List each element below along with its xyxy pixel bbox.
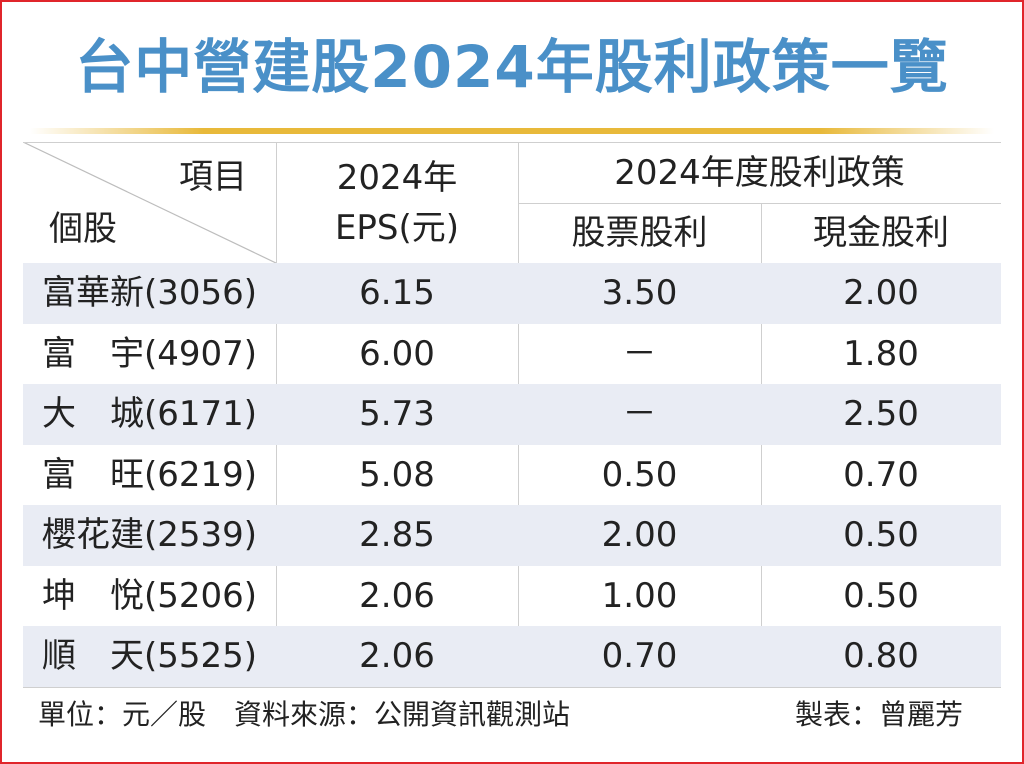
header-item-label: 項目 <box>179 157 247 197</box>
cash-dividend-cell: 0.50 <box>843 575 919 616</box>
stock-cell: 富 宇(4907) <box>41 333 258 374</box>
header-stock-label: 個股 <box>49 209 117 249</box>
stock-cell: 順 天(5525) <box>41 636 258 677</box>
chart-title: 台中營建股2024年股利政策一覽 <box>75 33 949 101</box>
header-eps-line2: EPS(元) <box>334 208 460 248</box>
policy-sub-rule <box>518 203 1001 204</box>
table-row-shade <box>23 626 1001 687</box>
stock-cell: 富華新(3056) <box>41 273 258 314</box>
cash-dividend-cell: 2.50 <box>843 394 919 435</box>
header-top-rule <box>23 142 1001 143</box>
stock-cell: 坤 悅(5206) <box>41 575 258 616</box>
table-row-shade <box>23 263 1001 324</box>
column-divider-3 <box>761 203 762 687</box>
stock-cell: 大 城(6171) <box>41 394 258 435</box>
footer-unit-source: 單位：元／股 資料來源：公開資訊觀測站 <box>38 698 571 731</box>
table-row-shade <box>23 384 1001 445</box>
stock-dividend-cell: 0.70 <box>601 636 678 677</box>
header-diagonal <box>23 142 276 263</box>
stock-dividend-cell: 2.00 <box>601 515 678 556</box>
cash-dividend-cell: 0.80 <box>843 636 919 677</box>
header-cash-dividend: 現金股利 <box>813 213 949 253</box>
eps-cell: 5.08 <box>359 454 435 495</box>
eps-cell: 6.15 <box>359 273 435 314</box>
stock-dividend-cell: 1.00 <box>601 575 678 616</box>
stock-dividend-cell: 0.50 <box>601 454 678 495</box>
table-row-shade <box>23 505 1001 566</box>
title-underline <box>30 128 994 134</box>
dividend-table: 項目 個股 2024年 EPS(元) 2024年度股利政策 股票股利 現金股利 … <box>23 142 1001 688</box>
cash-dividend-cell: 0.70 <box>843 454 919 495</box>
header-stock-dividend: 股票股利 <box>571 213 708 253</box>
stock-dividend-cell: － <box>622 333 657 374</box>
cash-dividend-cell: 0.50 <box>843 515 919 556</box>
stock-dividend-cell: 3.50 <box>601 273 678 314</box>
footer-credit: 製表：曾麗芳 <box>795 698 964 731</box>
cash-dividend-cell: 2.00 <box>843 273 919 314</box>
stock-cell: 富 旺(6219) <box>41 454 258 495</box>
eps-cell: 6.00 <box>359 333 435 374</box>
eps-cell: 5.73 <box>359 394 435 435</box>
header-eps-line1: 2024年 <box>336 158 458 198</box>
header-policy-label: 2024年度股利政策 <box>614 153 905 193</box>
stock-cell: 櫻花建(2539) <box>41 515 258 556</box>
eps-cell: 2.06 <box>359 575 435 616</box>
stock-dividend-cell: － <box>622 394 657 435</box>
eps-cell: 2.85 <box>359 515 435 556</box>
table-bottom-rule <box>23 686 1001 688</box>
eps-cell: 2.06 <box>359 636 435 677</box>
cash-dividend-cell: 1.80 <box>843 333 919 374</box>
